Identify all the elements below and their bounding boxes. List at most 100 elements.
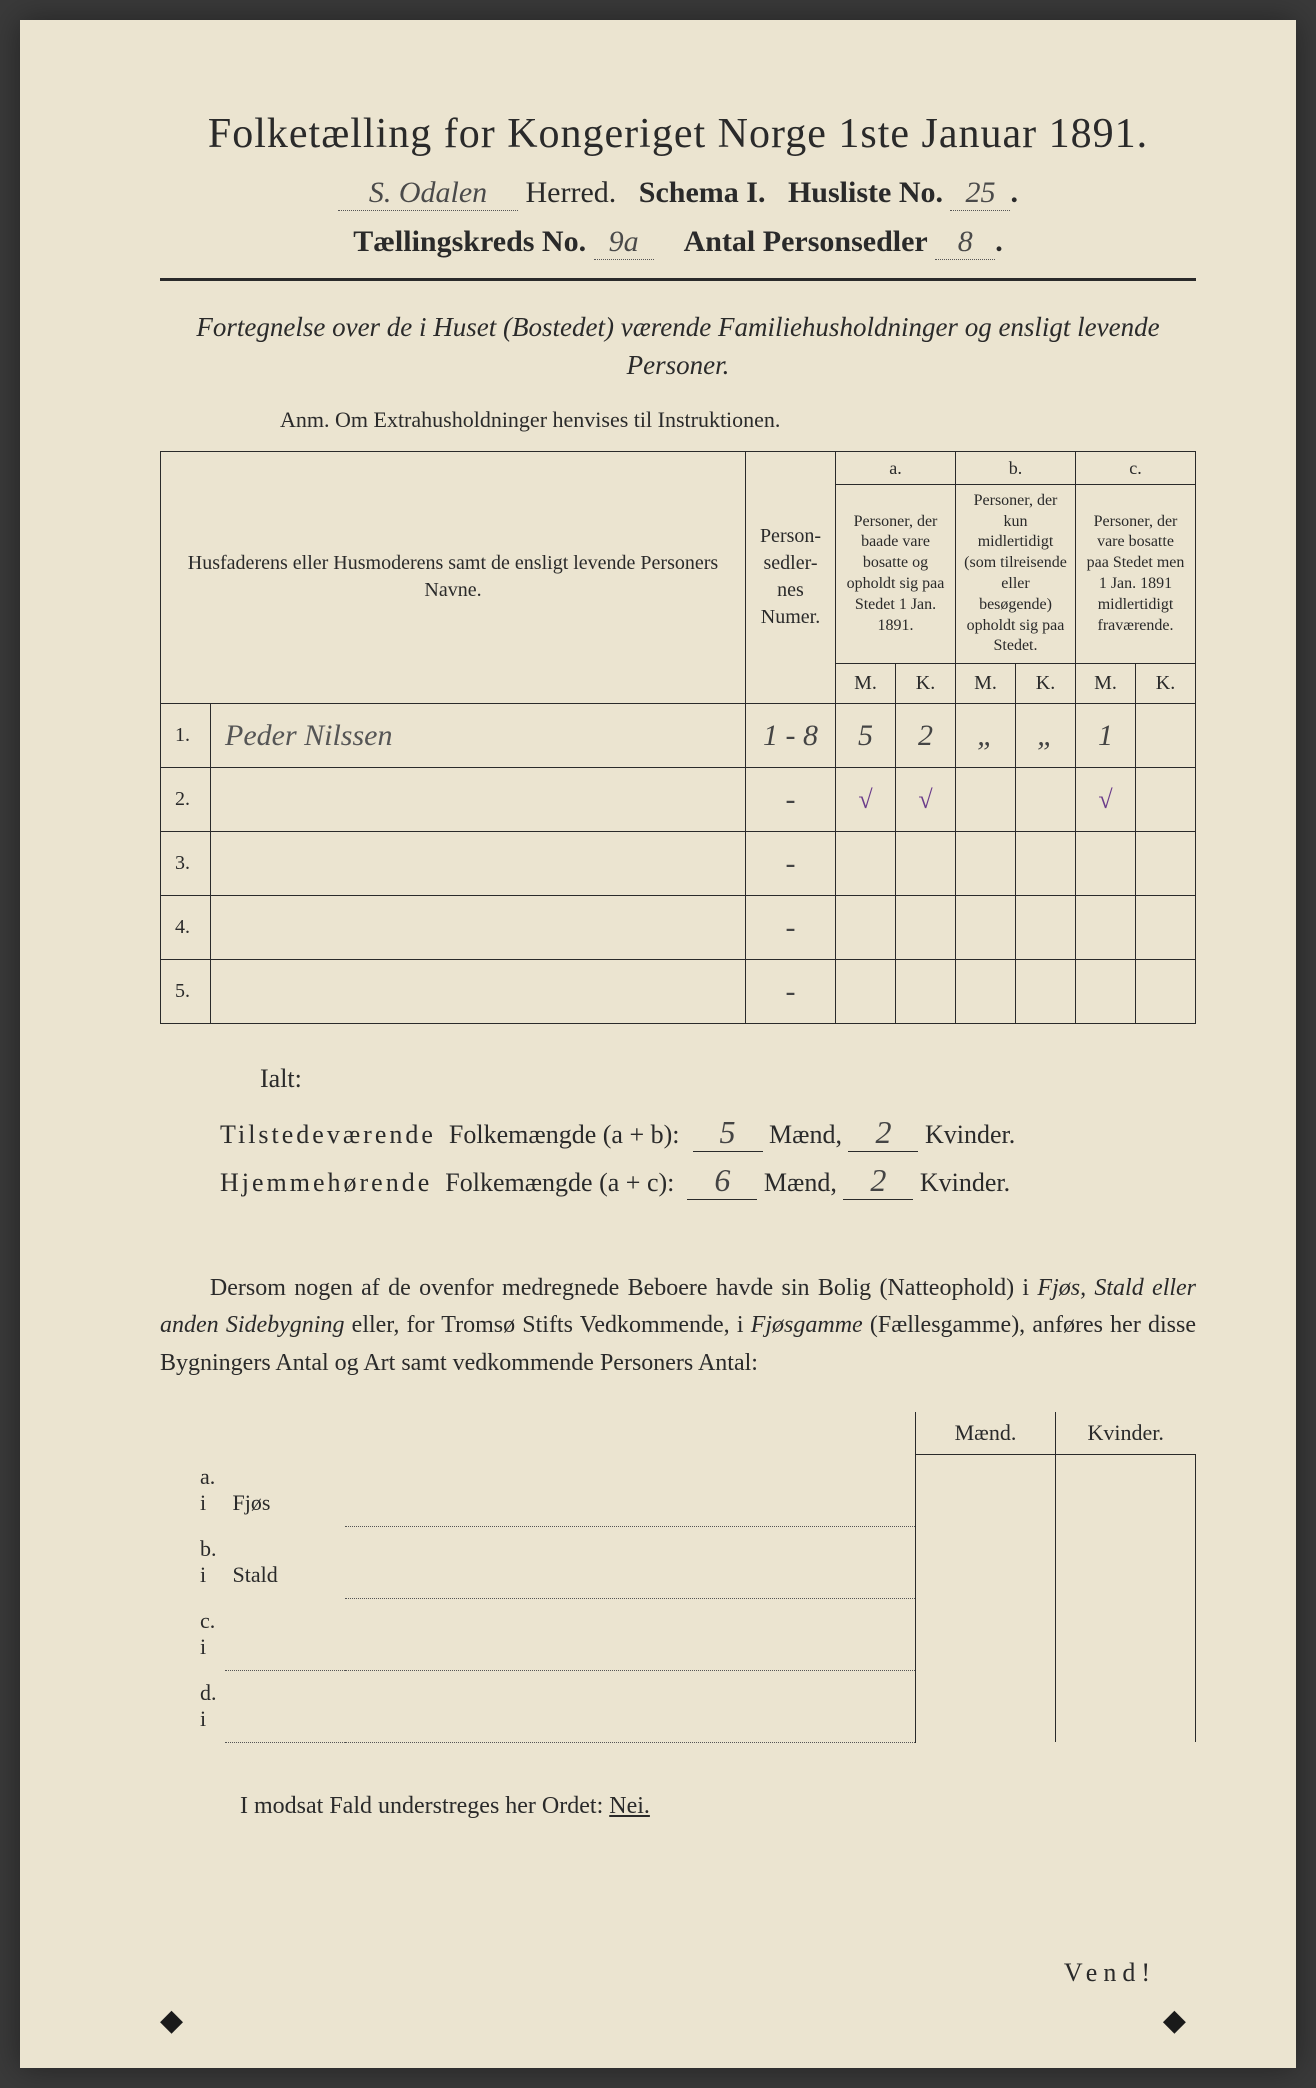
col-b-top: b. (956, 451, 1076, 484)
col-c-head: Personer, der vare bosatte paa Stedet me… (1076, 484, 1196, 663)
row-bm (956, 768, 1016, 832)
col-name: Husfaderens eller Husmoderens samt de en… (161, 451, 746, 704)
row-bk: „ (1016, 704, 1076, 768)
header-line-2: Tællingskreds No. 9a Antal Personsedler … (160, 225, 1196, 260)
table-row: 2. - √ √ √ (161, 768, 1196, 832)
lower-row: b. i Stald (160, 1526, 1196, 1598)
outbuilding-paragraph: Dersom nogen af de ovenfor medregnede Be… (160, 1270, 1196, 1382)
row-psn: - (746, 896, 836, 960)
kreds-value: 9a (594, 225, 654, 260)
kreds-label: Tællingskreds No. (353, 225, 586, 258)
row-bk (1016, 832, 1076, 896)
row-ak (896, 832, 956, 896)
lower-type: Stald (225, 1526, 345, 1598)
row-bm: „ (956, 704, 1016, 768)
row-cm (1076, 832, 1136, 896)
row-ck (1136, 960, 1196, 1024)
sum-resident: Hjemmehørende Folkemængde (a + c): 6 Mæn… (220, 1162, 1196, 1200)
col-psn: Person-sedler-nes Numer. (746, 451, 836, 704)
subtitle: Fortegnelse over de i Huset (Bostedet) v… (160, 309, 1196, 385)
sum2-k: 2 (843, 1162, 913, 1200)
lower-m (916, 1670, 1056, 1742)
row-ak (896, 896, 956, 960)
row-psn: - (746, 768, 836, 832)
sum1-k: 2 (848, 1114, 918, 1152)
lower-lab: a. i (160, 1454, 225, 1526)
col-a-k: K. (896, 664, 956, 704)
census-form-page: Folketælling for Kongeriget Norge 1ste J… (20, 20, 1296, 2068)
ialt-label: Ialt: (260, 1064, 1196, 1094)
col-c-top: c. (1076, 451, 1196, 484)
row-num: 2. (161, 768, 211, 832)
row-bm (956, 832, 1016, 896)
row-psn: - (746, 832, 836, 896)
row-num: 4. (161, 896, 211, 960)
row-name (211, 832, 746, 896)
row-name (211, 896, 746, 960)
lower-lab: b. i (160, 1526, 225, 1598)
row-am: √ (836, 768, 896, 832)
header-line-1: S. Odalen Herred. Schema I. Husliste No.… (160, 176, 1196, 211)
lower-dots (345, 1670, 916, 1742)
sum1-label-a: Tilstedeværende (220, 1120, 436, 1149)
maend-label: Mænd, (769, 1120, 842, 1149)
row-bm (956, 896, 1016, 960)
kvinder-label: Kvinder. (920, 1168, 1010, 1197)
col-b-k: K. (1016, 664, 1076, 704)
vend-label: Vend! (1064, 1958, 1156, 1988)
row-bk (1016, 960, 1076, 1024)
col-a-m: M. (836, 664, 896, 704)
lower-dots (345, 1526, 916, 1598)
sum2-label-b: Folkemængde (a + c): (445, 1168, 674, 1197)
row-cm: √ (1076, 768, 1136, 832)
row-name: Peder Nilssen (211, 704, 746, 768)
col-b-m: M. (956, 664, 1016, 704)
antal-value: 8 (935, 225, 995, 260)
row-num: 5. (161, 960, 211, 1024)
lower-type (225, 1670, 345, 1742)
table-row: 5. - (161, 960, 1196, 1024)
ink-mark-icon: ◆ (160, 2003, 183, 2038)
row-ck (1136, 896, 1196, 960)
row-cm (1076, 896, 1136, 960)
row-name (211, 960, 746, 1024)
row-am (836, 896, 896, 960)
row-ck (1136, 832, 1196, 896)
lower-m (916, 1526, 1056, 1598)
lower-m (916, 1598, 1056, 1670)
lower-k (1056, 1454, 1196, 1526)
row-num: 3. (161, 832, 211, 896)
lower-m (916, 1454, 1056, 1526)
sum1-label-b: Folkemængde (a + b): (449, 1120, 680, 1149)
lower-row: c. i (160, 1598, 1196, 1670)
lower-lab: c. i (160, 1598, 225, 1670)
lower-dots (345, 1454, 916, 1526)
schema-label: Schema I. (639, 176, 766, 209)
col-c-m: M. (1076, 664, 1136, 704)
col-a-head: Personer, der baade vare bosatte og opho… (836, 484, 956, 663)
row-am (836, 832, 896, 896)
row-num: 1. (161, 704, 211, 768)
table-row: 3. - (161, 832, 1196, 896)
row-am (836, 960, 896, 1024)
antal-label: Antal Personsedler (684, 225, 928, 258)
row-ak (896, 960, 956, 1024)
divider (160, 278, 1196, 281)
row-bk (1016, 768, 1076, 832)
outbuilding-table: Mænd. Kvinder. a. i Fjøs b. i Stald c. i… (160, 1412, 1196, 1743)
row-name (211, 768, 746, 832)
household-table: Husfaderens eller Husmoderens samt de en… (160, 451, 1196, 1025)
sum2-label-a: Hjemmehørende (220, 1168, 432, 1197)
page-title: Folketælling for Kongeriget Norge 1ste J… (160, 110, 1196, 158)
lower-kvinder: Kvinder. (1056, 1412, 1196, 1455)
lower-maend: Mænd. (916, 1412, 1056, 1455)
row-bk (1016, 896, 1076, 960)
lower-k (1056, 1670, 1196, 1742)
col-a-top: a. (836, 451, 956, 484)
row-psn: 1 - 8 (746, 704, 836, 768)
col-c-k: K. (1136, 664, 1196, 704)
sum2-m: 6 (687, 1162, 757, 1200)
lower-row: a. i Fjøs (160, 1454, 1196, 1526)
kvinder-label: Kvinder. (925, 1120, 1015, 1149)
maend-label: Mænd, (764, 1168, 837, 1197)
